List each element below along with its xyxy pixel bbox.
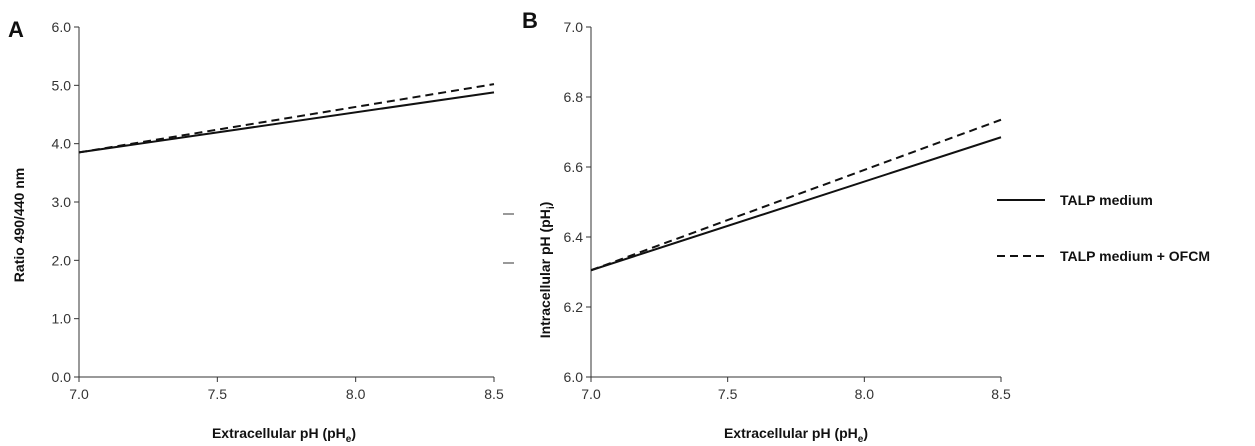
panel-a-x-axis-label-end: ): [351, 425, 356, 441]
legend: TALP medium TALP medium + OFCM: [997, 192, 1210, 264]
panel-b-x-tick-label: 8.5: [991, 386, 1011, 402]
panel-a-y-tick-label: 1.0: [52, 311, 72, 327]
panel-b-y-tick-label: 6.6: [564, 159, 584, 175]
panel-b-y-tick-label: 6.8: [564, 89, 584, 105]
panel-a-axes: [79, 27, 494, 377]
panel-a-y-tick-label: 3.0: [52, 194, 72, 210]
panel-a-series-talp-ofcm: [79, 84, 494, 152]
panel-a-x-ticks: 7.0 7.5 8.0 8.5: [69, 377, 504, 402]
panel-b-series-talp: [591, 137, 1001, 270]
panel-a-series-talp: [79, 92, 494, 152]
panel-b-x-tick-label: 7.0: [581, 386, 601, 402]
panel-b-y-tick-label: 6.4: [564, 229, 584, 245]
panel-b-y-tick-label: 7.0: [564, 19, 584, 35]
panel-a-x-tick-label: 7.5: [208, 386, 228, 402]
panel-a-series: [79, 84, 494, 152]
panel-a-y-ticks: 0.0 1.0 2.0 3.0 4.0 5.0 6.0: [52, 19, 79, 385]
panel-a-letter: A: [8, 17, 24, 42]
panel-a-y-axis-label: Ratio 490/440 nm: [11, 168, 27, 282]
panel-a-y-tick-label: 2.0: [52, 252, 72, 268]
legend-item-talp: TALP medium: [1060, 192, 1153, 208]
panel-b: B 6.0 6.2 6.4 6.6 6.8 7.0 7.0 7.5 8.0 8.5 Intrac…: [522, 8, 1011, 445]
panel-a-x-tick-label: 8.5: [484, 386, 504, 402]
panel-b-x-tick-label: 8.0: [855, 386, 875, 402]
panel-b-y-tick-label: 6.0: [564, 369, 584, 385]
panel-b-y-axis-label: Intracellular pH (pHi): [537, 202, 557, 339]
panel-a-x-axis-label-text: Extracellular pH (pH: [212, 425, 346, 441]
panel-a-x-tick-label: 7.0: [69, 386, 89, 402]
panel-b-y-tick-label: 6.2: [564, 299, 584, 315]
panel-b-letter: B: [522, 8, 538, 33]
panel-b-x-tick-label: 7.5: [718, 386, 738, 402]
panel-a-y-axis-label-text: Ratio 490/440 nm: [11, 168, 27, 282]
panel-b-x-axis-label: Extracellular pH (pHe): [724, 425, 868, 445]
panel-a-x-tick-label: 8.0: [346, 386, 366, 402]
panel-b-series-talp-ofcm: [591, 120, 1001, 271]
panel-b-y-axis-label-end: ): [537, 202, 553, 207]
panel-a-x-axis-label: Extracellular pH (pHe): [212, 425, 356, 445]
panel-b-x-axis-label-end: ): [863, 425, 868, 441]
panel-b-y-axis-label-text: Intracellular pH (pH: [537, 209, 553, 338]
panel-a-y-tick-label: 5.0: [52, 77, 72, 93]
panel-b-axes: [591, 27, 1001, 377]
panel-b-y-ticks: 6.0 6.2 6.4 6.6 6.8 7.0: [564, 19, 591, 385]
panel-b-x-axis-label-text: Extracellular pH (pH: [724, 425, 858, 441]
panel-b-series: [591, 120, 1001, 271]
panel-a-y-tick-label: 4.0: [52, 136, 72, 152]
panel-a-y-tick-label: 6.0: [52, 19, 72, 35]
legend-item-talp-ofcm: TALP medium + OFCM: [1060, 248, 1210, 264]
panel-a-y-tick-label: 0.0: [52, 369, 72, 385]
panel-b-x-ticks: 7.0 7.5 8.0 8.5: [581, 377, 1011, 402]
panel-a: A 0.0 1.0 2.0 3.0 4.0 5.0 6.0 7.0 7.5 8.0 8.5 Rat…: [8, 17, 504, 445]
